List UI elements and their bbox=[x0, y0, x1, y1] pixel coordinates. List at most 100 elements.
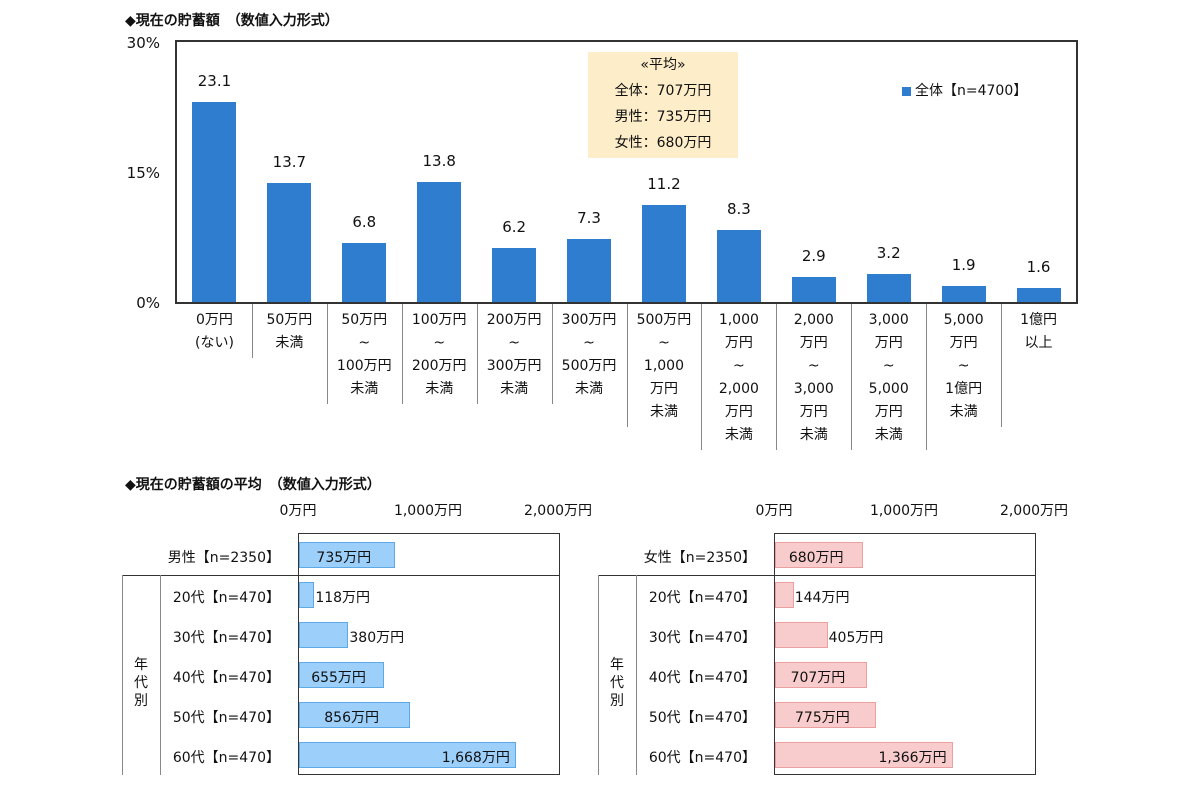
hbar-value-1: 144万円 bbox=[794, 590, 850, 606]
bar-11 bbox=[1016, 288, 1061, 302]
average-female: 女性：680万円 bbox=[614, 135, 712, 151]
group-label-char: 代 bbox=[134, 675, 148, 691]
axis-tick-1: 1,000万円 bbox=[869, 503, 939, 519]
hbar-2 bbox=[299, 622, 349, 648]
category-line: 300万円 bbox=[486, 358, 542, 374]
hbar-value-5: 1,366万円 bbox=[878, 750, 947, 766]
category-label-9: 3,000 万円 ~5,000 万円 未満 bbox=[852, 309, 926, 447]
hbar-value-0: 735万円 bbox=[316, 550, 372, 566]
category-divider-2 bbox=[326, 304, 328, 404]
group-bracket-line bbox=[636, 575, 637, 775]
category-line: 100万円 bbox=[336, 358, 392, 374]
category-line: 万円 bbox=[724, 335, 753, 351]
hbar-5 bbox=[775, 742, 953, 768]
category-line: 未満 bbox=[425, 381, 454, 397]
category-line: 3,000 bbox=[793, 381, 834, 397]
category-line: 万円 bbox=[724, 404, 753, 420]
category-line: (ない) bbox=[194, 335, 234, 351]
hbar-5 bbox=[299, 742, 516, 768]
data-label-4: 6.2 bbox=[502, 218, 527, 237]
row-label-5: 60代【n=470】 bbox=[172, 750, 280, 766]
bar-9 bbox=[866, 274, 911, 302]
axis-tick-0: 0万円 bbox=[755, 503, 793, 519]
hbar-value-4: 856万円 bbox=[324, 710, 379, 726]
category-line: 100万円 bbox=[411, 312, 467, 328]
row-separator bbox=[122, 575, 560, 576]
data-label-7: 8.3 bbox=[726, 200, 751, 219]
category-line: 万円 bbox=[874, 404, 903, 420]
category-line: 5,000 bbox=[868, 381, 909, 397]
group-label-char: 年 bbox=[610, 657, 624, 673]
hbar-3 bbox=[299, 662, 385, 688]
average-title: «平均» bbox=[640, 57, 686, 73]
category-line: 500万円 bbox=[636, 312, 692, 328]
category-label-6: 500万円 ~1,000 万円 未満 bbox=[627, 309, 701, 424]
category-label-2: 50万円 ~100万円 未満 bbox=[327, 309, 401, 401]
bar-6 bbox=[641, 204, 686, 302]
hbar-4 bbox=[299, 702, 411, 728]
category-line: ~ bbox=[733, 358, 745, 374]
group-label: 年代別 bbox=[609, 656, 625, 710]
data-label-9: 3.2 bbox=[876, 244, 901, 263]
hbar-value-3: 655万円 bbox=[311, 670, 366, 686]
average-chart-title: ◆現在の貯蓄額の平均 （数値入力形式） bbox=[125, 477, 381, 493]
group-bracket-line bbox=[160, 575, 161, 775]
category-line: 万円 bbox=[799, 335, 828, 351]
avg-plot-area bbox=[298, 533, 560, 775]
category-line: 0万円 bbox=[195, 312, 233, 328]
category-line: 200万円 bbox=[411, 358, 467, 374]
group-label-char: 代 bbox=[610, 675, 624, 691]
category-line: 未満 bbox=[500, 381, 529, 397]
hbar-value-2: 380万円 bbox=[349, 630, 405, 646]
category-label-1: 50万円 未満 bbox=[252, 309, 326, 355]
y-tick-0: 0% bbox=[136, 294, 160, 312]
category-divider-8 bbox=[776, 304, 778, 450]
hbar-value-5: 1,668万円 bbox=[441, 750, 510, 766]
category-label-11: 1億円 以上 bbox=[1002, 309, 1076, 355]
legend-label: 全体【n=4700】 bbox=[915, 83, 1028, 99]
chart-title: ◆現在の貯蓄額 （数値入力形式） bbox=[125, 13, 339, 29]
data-label-8: 2.9 bbox=[801, 246, 826, 265]
hbar-value-4: 775万円 bbox=[795, 710, 850, 726]
data-label-1: 13.7 bbox=[272, 153, 307, 172]
category-divider-5 bbox=[551, 304, 553, 404]
data-label-11: 1.6 bbox=[1026, 258, 1051, 277]
hbar-0 bbox=[299, 542, 395, 568]
data-label-0: 23.1 bbox=[197, 71, 232, 90]
category-label-10: 5,000 万円 ~1億円 未満 bbox=[927, 309, 1001, 424]
category-line: ~ bbox=[508, 335, 520, 351]
category-line: ~ bbox=[882, 358, 895, 374]
category-divider-9 bbox=[851, 304, 853, 450]
category-divider-1 bbox=[251, 304, 253, 358]
category-line: ~ bbox=[358, 335, 371, 351]
category-line: 1,000 bbox=[643, 358, 684, 374]
axis-tick-2: 2,000万円 bbox=[999, 503, 1069, 519]
category-line: 300万円 bbox=[561, 312, 617, 328]
category-line: 3,000 bbox=[868, 312, 909, 328]
bar-7 bbox=[716, 230, 761, 302]
category-line: 200万円 bbox=[486, 312, 542, 328]
avg-plot-area bbox=[774, 533, 1036, 775]
category-line: 5,000 bbox=[943, 312, 984, 328]
group-label: 年代別 bbox=[133, 656, 149, 710]
row-label-3: 40代【n=470】 bbox=[172, 670, 280, 686]
bar-10 bbox=[941, 285, 986, 302]
category-line: 未満 bbox=[874, 427, 903, 443]
bar-8 bbox=[791, 276, 836, 302]
row-label-1: 20代【n=470】 bbox=[172, 590, 280, 606]
category-line: 万円 bbox=[949, 335, 978, 351]
hbar-value-3: 707万円 bbox=[790, 670, 846, 686]
category-line: 2,000 bbox=[793, 312, 834, 328]
hbar-2 bbox=[775, 622, 828, 648]
bar-4 bbox=[492, 248, 537, 302]
category-line: 50万円 bbox=[341, 312, 388, 328]
category-line: 未満 bbox=[724, 427, 753, 443]
legend: 全体【n=4700】 bbox=[902, 80, 1027, 100]
category-line: 1億円 bbox=[945, 381, 983, 397]
bar-2 bbox=[342, 243, 387, 302]
bar-plot-area bbox=[175, 40, 1078, 304]
category-line: 以上 bbox=[1024, 335, 1053, 351]
group-label-char: 別 bbox=[134, 693, 148, 709]
category-label-8: 2,000 万円 ~3,000 万円 未満 bbox=[777, 309, 851, 447]
bar-5 bbox=[567, 238, 612, 302]
